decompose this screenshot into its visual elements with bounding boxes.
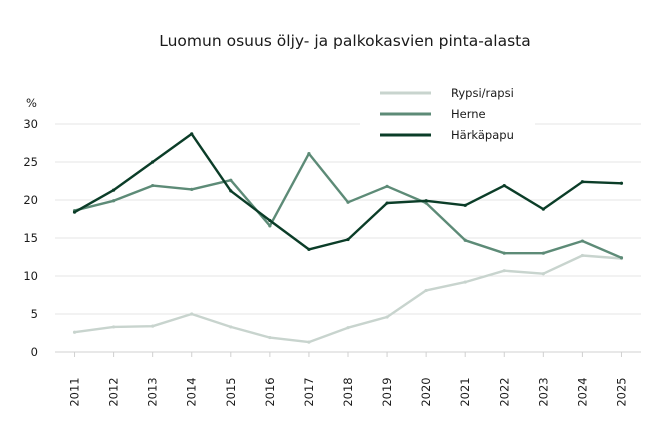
y-tick-label: 25 xyxy=(23,155,38,169)
data-point xyxy=(268,218,272,223)
data-point xyxy=(463,203,467,207)
y-tick-label: 10 xyxy=(23,269,38,283)
legend-label: Herne xyxy=(451,107,486,121)
data-point xyxy=(151,183,155,188)
chart-title: Luomun osuus öljy- ja palkokasvien pinta… xyxy=(159,32,531,50)
data-point xyxy=(346,237,350,242)
data-point xyxy=(190,312,194,316)
x-tick-label: 2013 xyxy=(146,377,160,406)
data-point xyxy=(112,325,116,329)
data-point xyxy=(229,325,233,329)
series-lines xyxy=(72,132,624,344)
data-point xyxy=(385,184,389,188)
data-point xyxy=(541,251,545,255)
y-tick-label: 30 xyxy=(23,117,38,131)
x-tick-label: 2020 xyxy=(419,377,433,406)
y-tick-label: 15 xyxy=(23,231,38,245)
data-point xyxy=(190,132,194,136)
data-point xyxy=(151,324,155,328)
data-point xyxy=(502,183,506,188)
data-point xyxy=(619,256,624,260)
data-point xyxy=(385,315,389,319)
data-point xyxy=(580,239,585,243)
data-point xyxy=(307,340,311,344)
data-point xyxy=(229,178,233,182)
x-axis-ticks: 2011 2012 2013 2014 2015 2016 2017 2018 2019 2020… xyxy=(68,352,628,407)
data-point xyxy=(541,272,545,276)
data-point xyxy=(580,253,585,258)
data-point xyxy=(112,199,116,203)
data-point xyxy=(424,288,428,293)
x-tick-label: 2015 xyxy=(224,377,238,406)
data-point xyxy=(268,335,272,340)
legend: Rypsi/rapsi Herne Härkäpapu xyxy=(360,79,535,151)
data-point xyxy=(307,247,311,251)
data-point xyxy=(346,326,350,330)
data-point xyxy=(463,280,467,284)
data-point xyxy=(502,269,506,273)
y-axis-ticks: 0 5 10 15 20 25 30 xyxy=(23,117,38,359)
data-point xyxy=(307,152,311,156)
x-tick-label: 2014 xyxy=(185,377,199,406)
x-tick-label: 2023 xyxy=(536,377,550,406)
data-point xyxy=(502,251,506,255)
data-point xyxy=(72,330,77,334)
data-point xyxy=(229,189,233,193)
data-point xyxy=(346,200,350,204)
x-tick-label: 2022 xyxy=(497,377,511,406)
y-tick-label: 20 xyxy=(23,193,38,207)
legend-label: Härkäpapu xyxy=(451,128,514,142)
data-point xyxy=(424,201,428,205)
data-point xyxy=(190,187,194,191)
x-tick-label: 2016 xyxy=(263,377,277,406)
data-point xyxy=(385,201,389,205)
x-tick-label: 2017 xyxy=(302,377,316,406)
legend-label: Rypsi/rapsi xyxy=(451,86,514,100)
series-line-3 xyxy=(73,132,623,251)
x-tick-label: 2019 xyxy=(380,377,394,406)
x-tick-label: 2024 xyxy=(575,377,589,406)
y-axis-unit-label: % xyxy=(26,96,37,110)
data-point xyxy=(151,160,155,164)
data-point xyxy=(268,224,272,228)
data-point xyxy=(424,199,428,203)
y-tick-label: 0 xyxy=(31,345,38,359)
data-point xyxy=(580,180,585,184)
y-tick-label: 5 xyxy=(31,307,38,321)
x-tick-label: 2021 xyxy=(458,377,472,406)
x-tick-label: 2012 xyxy=(107,377,121,406)
data-point xyxy=(463,238,467,242)
data-point xyxy=(619,181,624,185)
x-tick-label: 2025 xyxy=(614,377,628,406)
x-tick-label: 2011 xyxy=(68,377,82,406)
data-point xyxy=(112,188,116,192)
data-point xyxy=(72,210,77,214)
data-point xyxy=(541,207,545,211)
x-tick-label: 2018 xyxy=(341,377,355,406)
